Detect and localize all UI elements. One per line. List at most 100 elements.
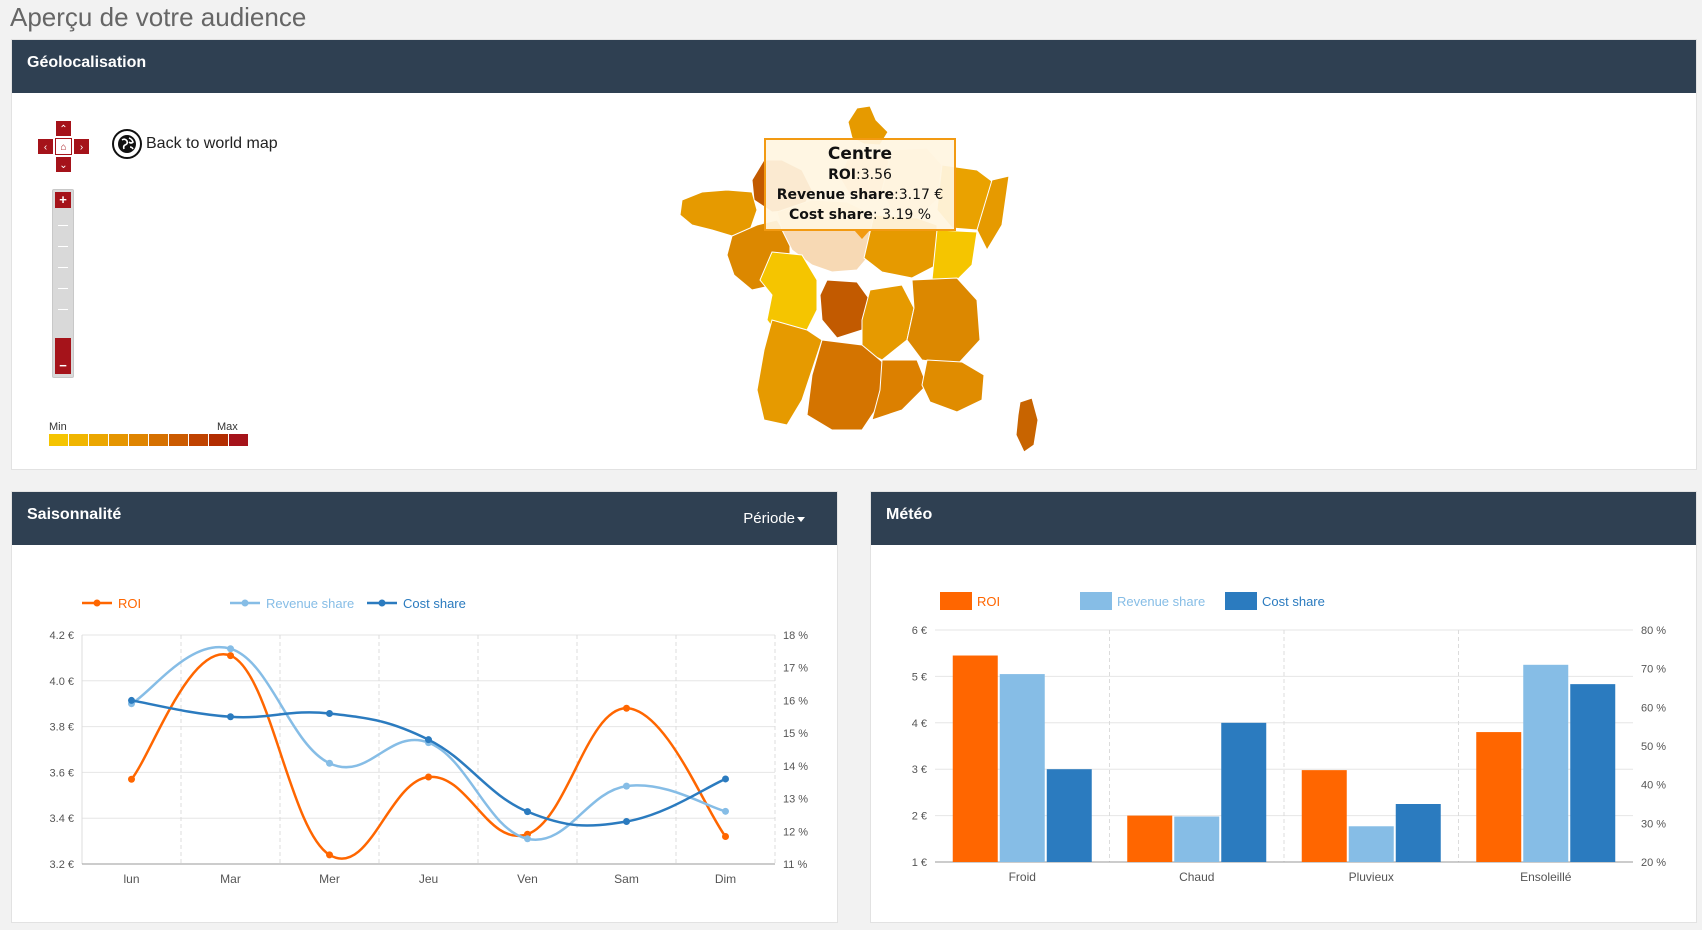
map-region-bretagne[interactable] <box>679 189 758 237</box>
color-scale-swatch <box>69 434 89 446</box>
weather-panel-header: Météo <box>871 492 1696 545</box>
geolocation-panel-header: Géolocalisation <box>12 40 1696 93</box>
zoom-in-button[interactable]: + <box>55 192 71 208</box>
data-point <box>326 710 333 718</box>
zoom-slider[interactable]: + − <box>52 189 74 378</box>
color-scale-swatch <box>149 434 169 446</box>
legend-min-label: Min <box>49 421 67 433</box>
map-region-paca[interactable] <box>921 359 985 413</box>
y-left-tick-label: 4.0 € <box>50 676 74 688</box>
bar <box>1174 816 1220 862</box>
color-scale-swatch <box>229 434 249 446</box>
data-point <box>524 808 531 816</box>
bar <box>999 674 1045 862</box>
bar <box>1570 684 1616 862</box>
period-dropdown[interactable]: Période <box>743 510 805 527</box>
y-left-tick-label: 2 € <box>912 811 927 823</box>
tooltip-cost-row: Cost share: 3.19 % <box>788 207 932 223</box>
x-tick-label: Pluvieux <box>1349 870 1394 884</box>
y-left-tick-label: 4.2 € <box>50 630 74 642</box>
data-point <box>623 704 630 712</box>
x-tick-label: Mer <box>319 872 340 886</box>
data-point <box>623 817 630 825</box>
color-scale-bar <box>49 434 249 446</box>
bar <box>1127 815 1173 862</box>
y-right-tick-label: 70 % <box>1641 664 1666 676</box>
data-point <box>227 713 234 721</box>
map-region-corse[interactable] <box>1015 397 1039 453</box>
x-tick-label: Dim <box>715 872 736 886</box>
map-region-aquitaine[interactable] <box>756 319 823 426</box>
data-point <box>425 736 432 744</box>
legend-label: Revenue share <box>266 596 354 611</box>
weather-bar-chart: ROI Revenue share Cost share 1 € 2 € 3 € 4 € 5 … <box>912 592 1666 884</box>
y-right-tick-label: 60 % <box>1641 702 1666 714</box>
map-region-rhone-alpes[interactable] <box>906 277 981 366</box>
map-region-franche-comte[interactable] <box>931 229 978 286</box>
tooltip-roi-row: ROI:3.56 <box>828 167 892 183</box>
map-region-auvergne[interactable] <box>861 284 915 361</box>
y-right-tick-label: 30 % <box>1641 818 1666 830</box>
y-left-tick-label: 3.4 € <box>50 813 74 825</box>
seasonality-title: Saisonnalité <box>27 506 122 523</box>
seasonality-panel: Saisonnalité Période ROI Revenue share Cos… <box>11 491 838 923</box>
pan-down-button[interactable]: ⌄ <box>55 156 72 173</box>
data-point <box>623 782 630 790</box>
back-to-world-map-label: Back to world map <box>146 135 278 152</box>
y-left-tick-label: 3.2 € <box>50 859 74 871</box>
pan-left-button[interactable]: ‹ <box>37 138 54 155</box>
zoom-out-button[interactable]: − <box>55 358 71 374</box>
data-point <box>326 759 333 767</box>
color-scale-swatch <box>129 434 149 446</box>
legend-swatch <box>940 592 972 610</box>
caret-down-icon <box>797 516 805 522</box>
legend-label: Cost share <box>403 596 466 611</box>
map-region-languedoc[interactable] <box>871 359 928 421</box>
bar <box>952 655 998 862</box>
tooltip-region-name: Centre <box>827 144 893 164</box>
zoom-handle[interactable] <box>55 338 71 358</box>
weather-panel: Météo ROI Revenue share Cost share 1 € 2 € 3 … <box>870 491 1697 923</box>
legend-label: ROI <box>118 596 141 611</box>
pan-right-button[interactable]: › <box>73 138 90 155</box>
map-region-midi-pyrenees[interactable] <box>806 339 893 431</box>
period-dropdown-label: Période <box>743 510 795 527</box>
map-region-limousin[interactable] <box>819 279 871 339</box>
y-left-tick-label: 6 € <box>912 625 927 637</box>
map-region-alsace[interactable] <box>976 175 1010 252</box>
geolocation-panel: Géolocalisation ⌃ ‹ ⌂ › ⌄ + − Back to wo… <box>11 39 1697 470</box>
legend-marker <box>93 599 101 607</box>
legend-label: Revenue share <box>1117 594 1205 609</box>
color-scale-swatch <box>109 434 129 446</box>
back-to-world-map-link[interactable]: Back to world map <box>112 129 278 159</box>
color-scale-swatch <box>189 434 209 446</box>
data-point <box>524 835 531 843</box>
data-point <box>227 645 234 653</box>
bar <box>1348 826 1394 862</box>
y-right-tick-label: 13 % <box>783 794 808 806</box>
geolocation-title: Géolocalisation <box>27 54 147 71</box>
y-left-tick-label: 5 € <box>912 671 927 683</box>
x-tick-label: Ven <box>517 872 538 886</box>
france-region-map <box>679 105 1039 453</box>
tooltip-revenue-row: Revenue share:3.17 € <box>776 187 944 203</box>
legend-swatch <box>1080 592 1112 610</box>
y-right-tick-label: 20 % <box>1641 857 1666 869</box>
home-icon[interactable]: ⌂ <box>55 138 72 155</box>
map-navigation-pad: ⌃ ‹ ⌂ › ⌄ <box>37 120 91 174</box>
y-right-tick-label: 80 % <box>1641 625 1666 637</box>
seasonality-panel-header: Saisonnalité Période <box>12 492 837 545</box>
data-point <box>326 851 333 859</box>
data-point <box>722 807 729 815</box>
color-scale-swatch <box>49 434 69 446</box>
y-right-tick-label: 12 % <box>783 826 808 838</box>
y-left-tick-label: 3.8 € <box>50 722 74 734</box>
pan-up-button[interactable]: ⌃ <box>55 120 72 137</box>
y-left-tick-label: 3.6 € <box>50 767 74 779</box>
x-tick-label: Mar <box>220 872 241 886</box>
x-tick-label: lun <box>123 872 139 886</box>
bar <box>1046 769 1092 862</box>
bar <box>1476 732 1522 862</box>
x-tick-label: Jeu <box>419 872 438 886</box>
y-right-tick-label: 15 % <box>783 728 808 740</box>
